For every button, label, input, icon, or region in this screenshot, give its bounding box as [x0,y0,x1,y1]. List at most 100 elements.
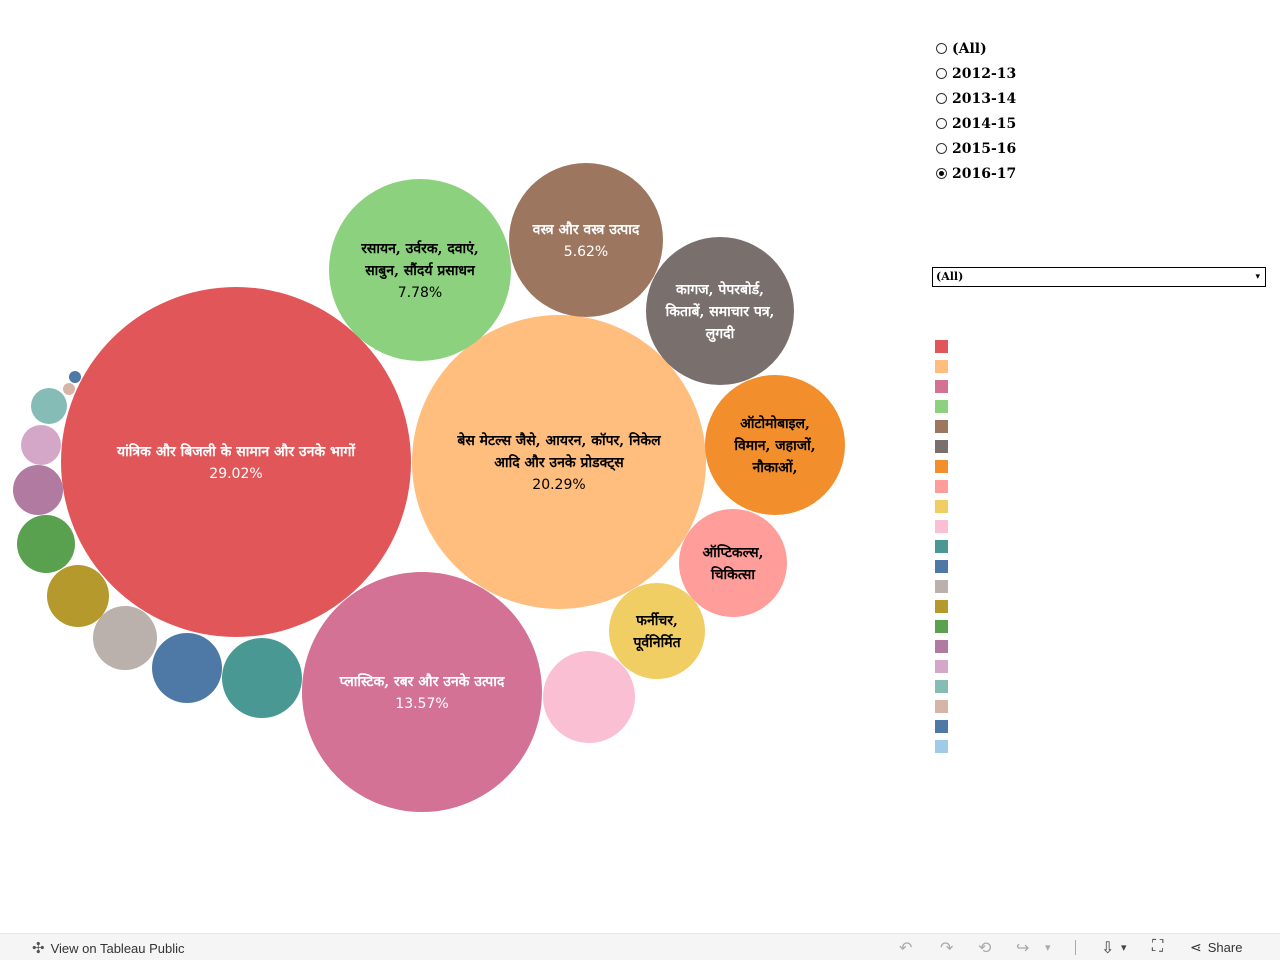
legend-item[interactable] [932,536,1268,556]
revert-icon[interactable]: ⟲ [978,940,992,957]
bubble-mark[interactable]: ऑप्टिकल्स, चिकित्सा [679,509,787,617]
radio-unchecked-icon[interactable] [936,68,947,79]
bubble-label: ऑप्टिकल्स, [703,544,764,561]
legend-item[interactable] [932,676,1268,696]
legend-item[interactable] [932,376,1268,396]
year-option-label: 2013-14 [952,90,1017,107]
bubble-mark[interactable] [17,515,75,573]
bubble-circle[interactable] [63,383,75,395]
year-option[interactable]: 2012-13 [932,61,1262,86]
legend-item[interactable] [932,716,1268,736]
bubble-mark[interactable] [152,633,222,703]
legend-swatch [935,519,948,533]
bubble-circle[interactable] [21,425,61,465]
bubble-circle[interactable] [543,651,635,743]
share-icon: ⋖ [1190,939,1202,955]
radio-unchecked-icon[interactable] [936,93,947,104]
bubble-mark[interactable]: कागज, पेपरबोर्ड, किताबें, समाचार पत्र, लुग… [646,237,794,385]
bubble-mark[interactable]: फर्नीचर, पूर्वनिर्मित [609,583,705,679]
bubble-mark[interactable]: बेस मेटल्स जैसे, आयरन, कॉपर, निकेल आदि और… [412,315,706,609]
legend-item[interactable] [932,416,1268,436]
legend-item[interactable] [932,556,1268,576]
bubble-mark[interactable] [543,651,635,743]
bubble-mark[interactable] [63,383,75,395]
bubble-circle[interactable] [646,237,794,385]
sector-select[interactable]: (All) ▾ [932,267,1266,287]
radio-unchecked-icon[interactable] [936,43,947,54]
download-dropdown-icon[interactable]: ▾ [1121,942,1127,954]
forward-icon[interactable]: ↪ [1016,940,1030,957]
legend-item[interactable] [932,576,1268,596]
legend-swatch [935,379,948,393]
bubble-circle[interactable] [412,315,706,609]
history-dropdown-icon[interactable]: ▾ [1045,942,1051,954]
bubble-mark[interactable] [13,465,63,515]
legend-item[interactable] [932,356,1268,376]
bubble-circle[interactable] [152,633,222,703]
fullscreen-icon[interactable]: ⛶ [1152,938,1164,955]
bottom-toolbar: ✣ View on Tableau Public ↶ ↷ ⟲ ↪ ▾ ⇩ ▾ ⛶… [0,933,1280,960]
legend-item[interactable] [932,636,1268,656]
undo-icon[interactable]: ↶ [899,940,913,957]
year-option[interactable]: 2015-16 [932,136,1262,161]
bubble-mark[interactable]: वस्त्र और वस्त्र उत्पाद 5.62% [509,163,663,317]
bubble-circle[interactable] [13,465,63,515]
legend-item[interactable] [932,436,1268,456]
bubble-circle[interactable] [93,606,157,670]
share-button[interactable]: ⋖ Share [1190,939,1242,956]
legend-item[interactable] [932,696,1268,716]
year-filter: (All) 2012-13 2013-14 2014-15 2015-16 2016-17 [932,14,1262,186]
year-option-label: 2014-15 [952,115,1017,132]
year-option[interactable]: 2016-17 [932,161,1262,186]
bubble-mark[interactable] [93,606,157,670]
bubble-circle[interactable] [61,287,411,637]
bubble-circle[interactable] [679,509,787,617]
legend-item[interactable] [932,496,1268,516]
bubble-circle[interactable] [509,163,663,317]
bubble-mark[interactable]: रसायन, उर्वरक, दवाएं, साबुन, सौंदर्य प्रस… [329,179,511,361]
bubble-circle[interactable] [47,565,109,627]
bubble-circle[interactable] [705,375,845,515]
bubble-circle[interactable] [329,179,511,361]
radio-checked-icon[interactable] [936,168,947,179]
bubble-mark[interactable]: ऑटोमोबाइल, विमान, जहाजों, नौकाओं, [705,375,845,515]
legend-item[interactable] [932,616,1268,636]
bubble-mark[interactable] [31,388,67,424]
legend-item[interactable] [932,596,1268,616]
radio-unchecked-icon[interactable] [936,118,947,129]
bubble-mark[interactable] [21,425,61,465]
legend-swatch [935,359,948,373]
bubble-circle[interactable] [69,371,81,383]
legend-item[interactable] [932,456,1268,476]
bubble-label: फर्नीचर, [635,612,678,629]
bubble-mark[interactable]: प्लास्टिक, रबर और उनके उत्पाद 13.57% [302,572,542,812]
bubble-label: पूर्वनिर्मित [632,634,681,652]
download-icon[interactable]: ⇩ [1101,940,1115,957]
legend-item[interactable] [932,736,1268,756]
redo-icon[interactable]: ↷ [940,940,954,957]
legend-item[interactable] [932,476,1268,496]
year-option[interactable]: 2014-15 [932,111,1262,136]
bubble-circle[interactable] [302,572,542,812]
radio-unchecked-icon[interactable] [936,143,947,154]
legend-title [932,312,1268,332]
chevron-down-icon: ▾ [1255,272,1260,282]
legend-item[interactable] [932,336,1268,356]
year-option[interactable]: 2013-14 [932,86,1262,111]
year-option[interactable]: (All) [932,36,1262,61]
bubble-circle[interactable] [609,583,705,679]
legend-item[interactable] [932,656,1268,676]
view-on-tableau-link[interactable]: ✣ View on Tableau Public [32,939,185,957]
bubble-mark[interactable] [69,371,81,383]
legend-swatch [935,639,948,653]
bubble-circle[interactable] [31,388,67,424]
bubble-label: प्लास्टिक, रबर और उनके उत्पाद [339,673,505,690]
legend-item[interactable] [932,396,1268,416]
bubble-mark[interactable]: यांत्रिक और बिजली के सामान और उनके भागों… [61,287,411,637]
bubble-circle[interactable] [222,638,302,718]
bubble-mark[interactable] [47,565,109,627]
legend-swatch [935,499,948,513]
legend-item[interactable] [932,516,1268,536]
bubble-circle[interactable] [17,515,75,573]
bubble-mark[interactable] [222,638,302,718]
